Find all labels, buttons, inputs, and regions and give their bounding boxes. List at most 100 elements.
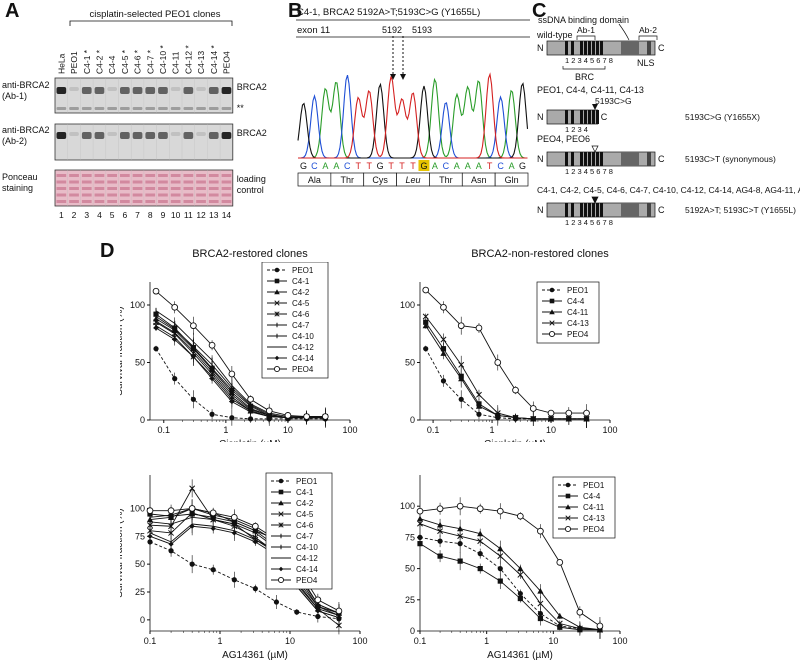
legend-entry: C4-11 bbox=[567, 308, 589, 317]
arrow-head bbox=[390, 74, 396, 80]
legend-entry: PEO1 bbox=[292, 266, 314, 275]
brc-repeat bbox=[565, 41, 568, 55]
base-letter: A bbox=[333, 161, 339, 171]
ponceau-band bbox=[183, 193, 194, 197]
data-point bbox=[477, 551, 483, 557]
ponceau-band bbox=[56, 193, 67, 197]
x-tick-label: 100 bbox=[342, 425, 357, 435]
brca2-band bbox=[221, 132, 232, 139]
data-point bbox=[576, 608, 584, 616]
ponceau-band bbox=[81, 180, 92, 184]
data-point bbox=[423, 319, 429, 325]
row-label: staining bbox=[2, 183, 33, 193]
data-point bbox=[274, 267, 280, 273]
nonspecific-band bbox=[132, 107, 143, 110]
data-point bbox=[512, 386, 519, 394]
mutation-marker bbox=[591, 196, 599, 204]
legend-entry: C4-1 bbox=[296, 488, 314, 497]
legend-entry: C4-4 bbox=[567, 297, 585, 306]
data-point bbox=[583, 409, 590, 417]
legend-entry: C4-7 bbox=[296, 532, 314, 541]
brca2-band bbox=[183, 132, 194, 139]
data-point bbox=[314, 596, 322, 604]
y-axis-label: Survival fraction (%) bbox=[120, 306, 125, 395]
trace-T bbox=[298, 72, 528, 159]
data-point bbox=[231, 530, 237, 536]
mutation-marker bbox=[591, 145, 599, 153]
lane-label: C4-11 bbox=[171, 51, 181, 74]
data-point bbox=[208, 341, 216, 349]
brc-repeat bbox=[565, 152, 568, 166]
brca2-band bbox=[170, 132, 181, 136]
data-point bbox=[458, 375, 465, 382]
lane-number: 8 bbox=[148, 210, 153, 220]
ponceau-band bbox=[145, 180, 156, 184]
ponceau-band bbox=[170, 200, 181, 203]
ponceau-band bbox=[158, 187, 168, 190]
x-tick-label: 100 bbox=[602, 425, 617, 435]
brc-repeat bbox=[580, 152, 583, 166]
dna-binding-block bbox=[621, 152, 639, 166]
data-point bbox=[252, 539, 258, 545]
data-point bbox=[494, 359, 502, 366]
data-point bbox=[265, 407, 273, 415]
ponceau-band bbox=[158, 174, 168, 177]
data-point bbox=[497, 578, 503, 584]
data-point bbox=[517, 590, 523, 597]
brc-numbers: 1 2 3 4 5 6 7 8 bbox=[565, 56, 613, 65]
y-tick-label: 0 bbox=[410, 415, 415, 425]
lane-label: C4-2 * bbox=[94, 49, 104, 74]
ponceau-band bbox=[170, 187, 181, 190]
base-letter: G bbox=[519, 161, 526, 171]
dna-binding-block bbox=[621, 41, 639, 55]
row-right-label: loading bbox=[237, 174, 266, 184]
nls-block bbox=[647, 41, 651, 55]
data-point bbox=[556, 612, 563, 619]
y-tick-label: 50 bbox=[405, 358, 415, 368]
base-letter: T bbox=[355, 161, 361, 171]
ponceau-band bbox=[81, 174, 92, 177]
brc-repeat bbox=[592, 152, 595, 166]
ponceau-band bbox=[183, 180, 194, 184]
ponceau-band bbox=[107, 174, 117, 177]
brca2-band bbox=[107, 132, 117, 136]
y-tick-label: 75 bbox=[135, 531, 145, 541]
ponceau-band bbox=[69, 174, 79, 177]
arrow-head bbox=[400, 74, 406, 80]
data-point bbox=[274, 355, 280, 361]
brc-repeat bbox=[592, 203, 595, 217]
legend-entry: C4-10 bbox=[296, 543, 318, 552]
lane-number: 10 bbox=[171, 210, 181, 220]
data-point bbox=[294, 609, 300, 615]
brca2-band bbox=[145, 87, 156, 94]
brc-repeat bbox=[584, 41, 587, 55]
base-letter: T bbox=[399, 161, 405, 171]
ponceau-band bbox=[196, 174, 206, 177]
data-point bbox=[457, 558, 463, 564]
data-point bbox=[417, 534, 423, 540]
data-point bbox=[274, 311, 280, 317]
legend-entry: C4-13 bbox=[583, 514, 605, 523]
panel-label-b: B bbox=[288, 0, 303, 22]
brca2-band bbox=[196, 87, 206, 91]
lane-label: C4-10 * bbox=[158, 44, 168, 74]
ponceau-band bbox=[56, 187, 67, 190]
header-bracket bbox=[69, 20, 233, 26]
ponceau-band bbox=[107, 200, 117, 203]
series-line bbox=[425, 316, 587, 420]
data-point bbox=[596, 622, 604, 630]
base-letter: A bbox=[465, 161, 471, 171]
brc-repeat bbox=[596, 110, 599, 124]
data-point bbox=[190, 354, 196, 360]
x-tick-label: 0.1 bbox=[427, 425, 440, 435]
nonspecific-band bbox=[145, 107, 156, 110]
legend-entry: PEO1 bbox=[583, 481, 605, 490]
series-line bbox=[419, 518, 600, 631]
base-letter: A bbox=[476, 161, 482, 171]
legend-entry: C4-6 bbox=[292, 310, 310, 319]
chromatogram-title: C4-1, BRCA2 5192A>T;5193C>G (Y1655L) bbox=[297, 7, 480, 18]
ponceau-band bbox=[94, 180, 105, 184]
lane-number: 4 bbox=[97, 210, 102, 220]
nonspecific-band bbox=[196, 107, 206, 110]
brc-repeat bbox=[592, 110, 595, 124]
